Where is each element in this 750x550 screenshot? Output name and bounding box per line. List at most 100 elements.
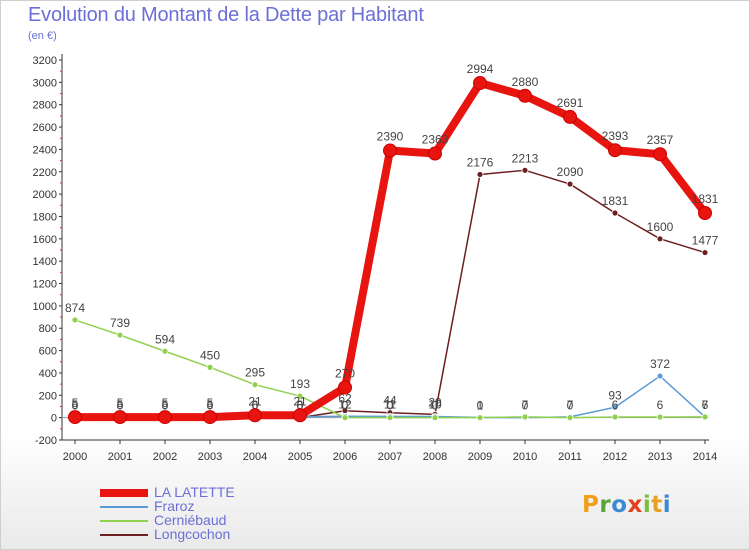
- data-label-longcochon: 62: [338, 392, 352, 406]
- data-point-cerni-baud: [566, 414, 574, 422]
- data-point-cerni-baud: [296, 392, 304, 400]
- y-tick-label: 2600: [33, 122, 57, 134]
- data-point-cerni-baud: [656, 413, 664, 421]
- y-tick-label: 800: [39, 323, 57, 335]
- data-point-la-latette: [608, 143, 622, 158]
- y-tick-label: 1200: [33, 279, 57, 291]
- y-tick-label: 200: [39, 390, 57, 402]
- y-tick-label: 2800: [33, 100, 57, 112]
- data-point-longcochon: [656, 235, 664, 243]
- data-label-fraroz: 6: [702, 398, 709, 412]
- data-label-cerni-baud: 739: [110, 316, 130, 330]
- data-label-fraroz: 372: [650, 357, 670, 371]
- x-tick-label: 2010: [513, 451, 537, 463]
- data-label-la-latette: 21: [293, 394, 307, 408]
- data-point-longcochon: [566, 180, 574, 188]
- data-label-longcochon: 0: [252, 399, 259, 413]
- y-tick-label: 1600: [33, 234, 57, 246]
- data-label-la-latette: 2363: [422, 133, 449, 147]
- data-label-la-latette: 1831: [692, 192, 719, 206]
- data-label-la-latette: 270: [335, 366, 355, 380]
- data-label-la-latette: 5: [72, 396, 79, 410]
- data-label-la-latette: 5: [162, 396, 169, 410]
- y-tick-label: 0: [51, 413, 57, 425]
- data-point-cerni-baud: [431, 414, 439, 422]
- data-label-la-latette: 5: [207, 396, 214, 410]
- data-label-fraroz: 1: [477, 399, 484, 413]
- data-point-cerni-baud: [161, 347, 169, 355]
- legend-label-fraroz: Fraroz: [154, 498, 195, 514]
- x-tick-label: 2009: [468, 451, 492, 463]
- data-label-la-latette: 2880: [512, 75, 539, 89]
- data-label-fraroz: 6: [252, 398, 259, 412]
- y-tick-label: 3200: [33, 55, 57, 67]
- x-tick-label: 2000: [63, 451, 87, 463]
- data-point-longcochon: [701, 249, 709, 256]
- proxiti-logo: Proxiti: [582, 492, 672, 518]
- data-label-fraroz: 5: [207, 398, 214, 412]
- y-tick-label: 1800: [33, 211, 57, 223]
- data-label-fraroz: 93: [608, 388, 622, 402]
- data-point-fraroz: [656, 372, 664, 380]
- data-label-cerni-baud: 193: [290, 377, 310, 391]
- data-label-la-latette: 21: [248, 394, 262, 408]
- legend-swatch-longcochon: [100, 534, 148, 536]
- legend-swatch-la-latette: [100, 489, 148, 497]
- data-label-fraroz: 0: [522, 399, 529, 413]
- chart-subtitle: (en €): [28, 30, 57, 42]
- data-label-cerni-baud: 6: [657, 398, 664, 412]
- data-point-la-latette: [203, 410, 217, 425]
- data-point-cerni-baud: [341, 414, 349, 422]
- data-label-la-latette: 2393: [602, 129, 629, 143]
- x-tick-label: 2012: [603, 451, 627, 463]
- data-label-cerni-baud: 0: [477, 399, 484, 413]
- data-label-longcochon: 0: [297, 399, 304, 413]
- data-point-la-latette: [293, 408, 307, 423]
- data-point-cerni-baud: [71, 316, 79, 324]
- data-label-longcochon: 2176: [467, 155, 494, 169]
- data-label-fraroz: 12: [338, 397, 352, 411]
- data-label-longcochon: 29: [428, 395, 442, 409]
- data-label-longcochon: 2090: [557, 165, 584, 179]
- x-tick-label: 2005: [288, 451, 312, 463]
- data-point-la-latette: [473, 76, 487, 91]
- data-point-la-latette: [383, 143, 397, 158]
- data-label-la-latette: 5: [117, 396, 124, 410]
- data-label-cerni-baud: 0: [342, 399, 349, 413]
- data-point-fraroz: [611, 403, 619, 411]
- y-tick-label: 1000: [33, 301, 57, 313]
- data-label-longcochon: 44: [383, 394, 397, 408]
- y-tick-label: 400: [39, 368, 57, 380]
- data-point-la-latette: [158, 410, 172, 425]
- legend-swatch-cerniebaud: [100, 520, 148, 522]
- data-point-cerni-baud: [206, 363, 214, 371]
- x-tick-label: 2002: [153, 451, 177, 463]
- data-point-cerni-baud: [476, 414, 484, 422]
- x-tick-label: 2008: [423, 451, 447, 463]
- data-label-longcochon: 1477: [692, 234, 719, 248]
- data-label-fraroz: 5: [72, 398, 79, 412]
- data-label-cerni-baud: 450: [200, 348, 220, 362]
- y-tick-label: 3000: [33, 77, 57, 89]
- data-label-cerni-baud: 7: [702, 398, 709, 412]
- data-label-cerni-baud: 874: [65, 301, 85, 315]
- data-label-cerni-baud: 6: [612, 398, 619, 412]
- data-label-fraroz: 11: [384, 397, 397, 411]
- x-tick-label: 2004: [243, 451, 267, 463]
- legend-label-la-latette: LA LATETTE: [154, 484, 235, 500]
- y-tick-label: 2200: [33, 167, 57, 179]
- x-tick-label: 2011: [558, 451, 582, 463]
- data-point-la-latette: [338, 380, 352, 395]
- data-point-la-latette: [563, 109, 577, 124]
- legend-label-longcochon: Longcochon: [154, 526, 231, 542]
- legend-label-cerniebaud: Cerniébaud: [154, 512, 227, 528]
- data-label-longcochon: 1600: [647, 220, 674, 234]
- data-point-cerni-baud: [611, 413, 619, 421]
- legend-swatch-fraroz: [100, 506, 148, 508]
- x-tick-label: 2006: [333, 451, 357, 463]
- data-label-la-latette: 2357: [647, 133, 674, 147]
- data-label-la-latette: 2994: [467, 62, 494, 76]
- data-point-cerni-baud: [521, 413, 529, 421]
- data-label-longcochon: 0: [162, 399, 169, 413]
